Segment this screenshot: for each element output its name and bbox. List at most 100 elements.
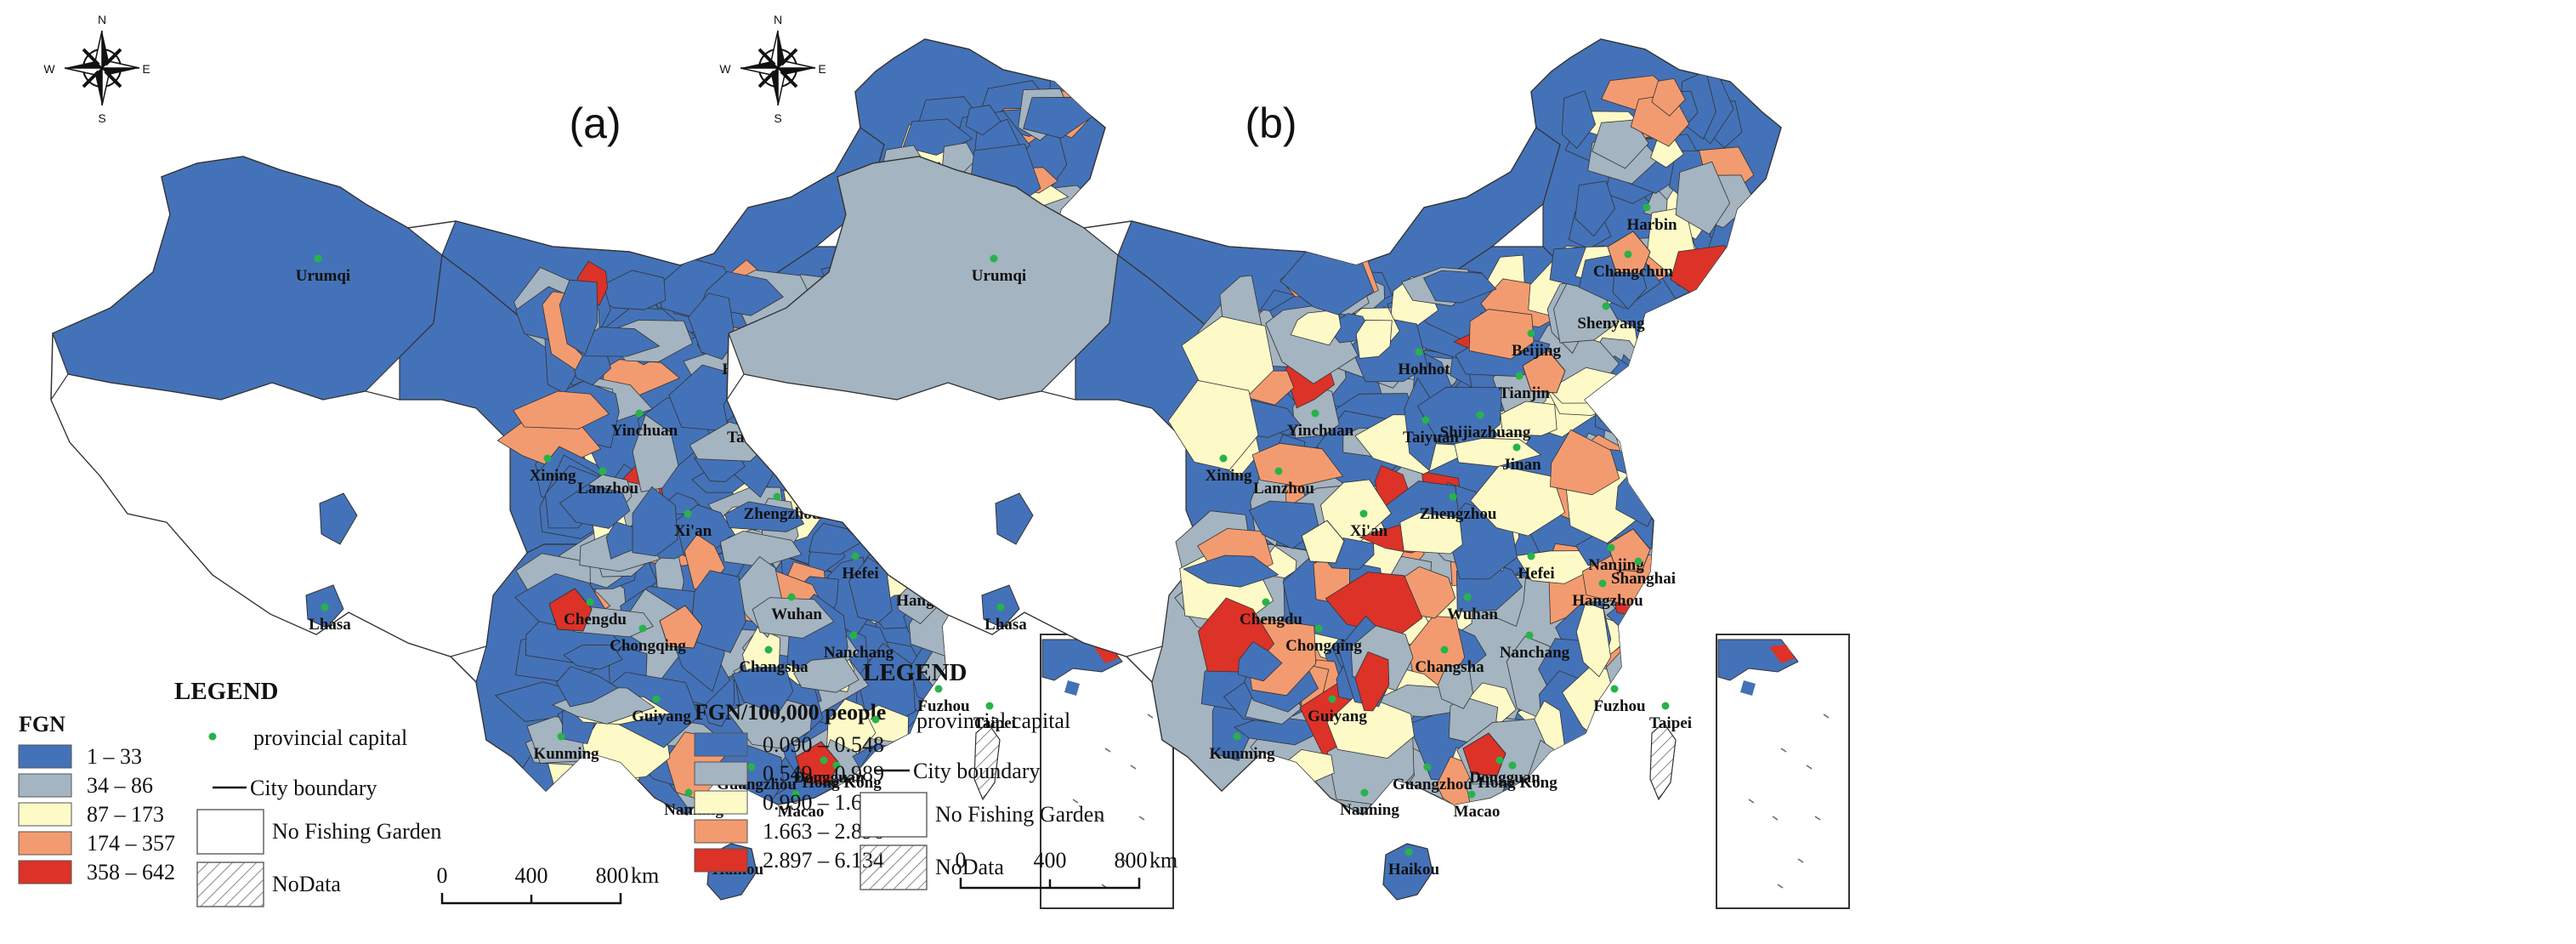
scale-unit: km <box>1149 848 1177 873</box>
scale-tick-label: 0 <box>437 863 448 888</box>
scale-tick-label: 400 <box>1034 848 1067 873</box>
capital-dot <box>1624 250 1632 259</box>
capital-dot <box>1607 543 1615 552</box>
city-label: Dongguan <box>793 769 865 787</box>
legend-capital-icon <box>208 732 217 741</box>
legend-boundary-label: City boundary <box>250 776 377 800</box>
capital-dot <box>773 492 781 501</box>
capital-dot <box>1525 631 1534 640</box>
capital-dot <box>1463 593 1472 601</box>
city-label: Shanghai <box>1611 570 1676 588</box>
city-label: Taipei <box>1649 714 1692 732</box>
capital-dot <box>996 603 1005 611</box>
capital-dot <box>1314 624 1323 633</box>
capital-dot <box>1360 788 1369 797</box>
legend-boundary-label: City boundary <box>913 759 1041 783</box>
legend-class-label: 0.090 – 0.548 <box>763 732 884 757</box>
compass-icon: N S E W <box>43 13 150 125</box>
scale-bar: 0 400 800 km <box>437 863 659 905</box>
capital-dot <box>764 645 773 654</box>
legend-swatch <box>694 848 748 873</box>
legend-class-label: 0.549 – 0.989 <box>763 761 884 786</box>
city-label: Hong Kong <box>802 774 882 792</box>
city-label: Xi'an <box>674 522 712 540</box>
scale-tick-label: 800 <box>1115 848 1148 873</box>
capital-dot <box>1274 467 1283 475</box>
legend-swatch <box>694 790 748 815</box>
city-label: Tianjin <box>1499 384 1550 402</box>
compass-w-label: W <box>719 62 731 76</box>
scale-tick-label: 0 <box>956 848 967 873</box>
capital-dot <box>586 598 594 606</box>
city-label: Nanjing <box>1588 556 1644 574</box>
city-label: Urumqi <box>972 267 1026 285</box>
legend-swatch <box>18 802 72 827</box>
city-label: Nanchang <box>824 644 894 662</box>
city-label: Hong Kong <box>1478 774 1558 792</box>
capital-dot <box>638 624 647 633</box>
capital-dot <box>543 454 552 463</box>
legend-swatch <box>18 744 72 769</box>
legend-class-label: 358 – 642 <box>87 860 175 884</box>
city-label: Guiyang <box>1308 708 1367 725</box>
scale-tick-label: 800 <box>596 863 629 888</box>
legend-swatch <box>18 831 72 856</box>
capital-dot <box>599 467 607 475</box>
city-label: Macao <box>778 803 825 821</box>
legend-capital-icon <box>871 715 880 724</box>
capital-dot <box>792 790 800 799</box>
capital-dot <box>321 603 329 611</box>
capital-dot <box>1527 552 1535 560</box>
city-label: Zhengzhou <box>1420 505 1497 523</box>
city-label: Guiyang <box>632 708 691 725</box>
legend-nofishing-swatch <box>860 792 928 838</box>
capital-dot <box>1421 416 1430 424</box>
capital-dot <box>1495 756 1504 765</box>
capital-dot <box>1219 454 1228 463</box>
capital-dot <box>1661 702 1670 710</box>
compass-n-label: N <box>98 13 106 26</box>
city-label: Nanchang <box>1500 644 1570 662</box>
capital-dot <box>1476 411 1484 419</box>
capital-dot <box>1643 203 1651 212</box>
compass-s-label: S <box>774 111 781 125</box>
capital-dot <box>684 509 692 518</box>
capital-dot <box>1311 409 1319 418</box>
scale-unit: km <box>631 863 659 888</box>
legend-swatch <box>694 761 748 786</box>
capital-dot <box>1508 761 1517 770</box>
city-label: Fuzhou <box>1593 697 1646 715</box>
city-label: Dongguan <box>1469 769 1540 787</box>
panel-label: (b) <box>1245 100 1297 147</box>
legend-nofishing-label: No Fishing Garden <box>272 819 441 844</box>
compass-icon: N S E W <box>719 13 826 125</box>
legend-nodata-swatch <box>860 844 928 890</box>
legend-nodata-swatch <box>196 862 264 907</box>
city-labels: Urumqi Harbin Changchun Shenyang Beijing Hohh… <box>972 203 1692 879</box>
city-label: Lanzhou <box>577 480 638 498</box>
city-label: Urumqi <box>296 267 350 285</box>
capital-dot <box>1404 848 1413 856</box>
capital-dot <box>1423 763 1432 771</box>
capital-dot <box>934 685 943 693</box>
capital-dot <box>1634 557 1643 566</box>
capital-dot <box>684 788 693 797</box>
capital-dot <box>1610 685 1619 693</box>
city-label: Chongqing <box>610 637 686 655</box>
legend-nodata-label: NoData <box>272 872 341 896</box>
capital-dot <box>652 695 661 703</box>
capital-dot <box>1515 372 1523 380</box>
capital-dot <box>787 593 796 601</box>
legend-nodata-label: NoData <box>935 855 1004 879</box>
city-label: Xining <box>530 467 576 485</box>
city-label: Lhasa <box>984 616 1027 634</box>
scale-bar: 0 400 800 km <box>956 848 1177 890</box>
city-label: Macao <box>1454 803 1501 821</box>
legend-nofishing-label: No Fishing Garden <box>935 802 1104 827</box>
city-label: Hohhot <box>1398 361 1450 378</box>
city-label: Wuhan <box>771 606 822 623</box>
capital-dot <box>990 254 998 263</box>
city-label: Beijing <box>1512 342 1562 360</box>
city-label: Kunming <box>1209 745 1275 763</box>
panel-b: N S E W (b) Urumqi Harbin Changchun Shenyang Beij… <box>694 13 1850 909</box>
